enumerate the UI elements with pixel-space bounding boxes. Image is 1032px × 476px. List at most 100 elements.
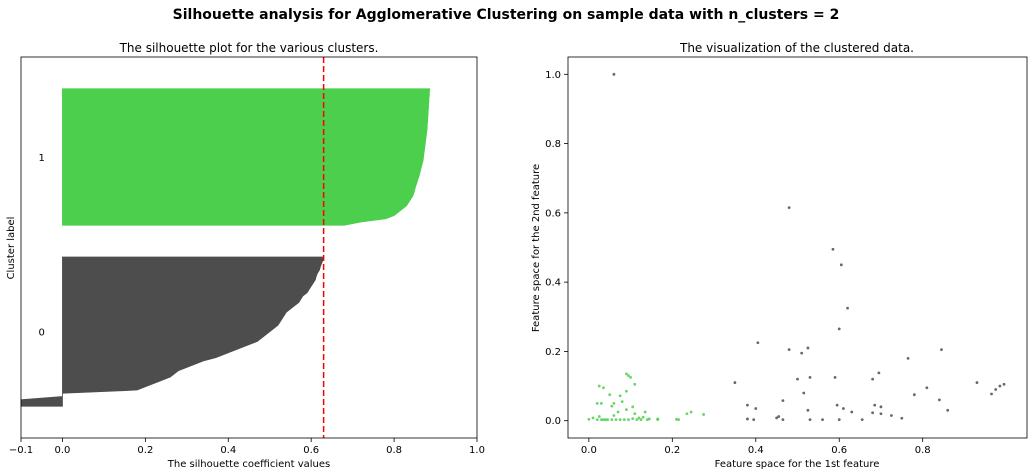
silhouette-x-tick-label: 1.0 [469,445,485,456]
scatter-y-tick-label: 0.0 [545,416,561,427]
scatter-point-cluster-1 [689,410,693,414]
scatter-panel: The visualization of the clustered data.… [531,41,1028,470]
scatter-point-cluster-0 [837,418,841,422]
scatter-point-cluster-0 [912,393,916,397]
scatter-point-cluster-1 [633,382,637,386]
scatter-point-cluster-1 [635,418,639,422]
silhouette-x-tick-label: 0.6 [303,445,319,456]
scatter-point-cluster-1 [612,414,616,417]
silhouette-marks [20,57,431,438]
figure-suptitle: Silhouette analysis for Agglomerative Cl… [173,7,840,23]
scatter-point-cluster-0 [796,377,799,381]
silhouette-cluster-label-1: 1 [39,153,45,164]
scatter-x-tick-label: 0.6 [831,445,847,456]
scatter-point-cluster-1 [633,412,637,416]
scatter-title: The visualization of the clustered data. [679,41,914,55]
scatter-point-cluster-1 [629,375,632,379]
silhouette-cluster-1-area [62,88,431,226]
scatter-point-cluster-1 [631,405,635,409]
scatter-x-axis-label: Feature space for the 1st feature [715,459,880,470]
scatter-point-cluster-0 [1002,382,1006,386]
scatter-point-cluster-0 [860,418,864,422]
scatter-point-cluster-0 [831,247,835,251]
scatter-point-cluster-1 [599,418,603,422]
scatter-x-ticks: 0.0 0.2 0.4 0.6 0.8 [581,438,931,456]
scatter-x-tick-label: 0.8 [915,445,931,456]
silhouette-cluster-label-0: 0 [39,328,45,339]
scatter-point-cluster-0 [906,356,910,360]
scatter-point-cluster-0 [889,414,893,417]
scatter-point-cluster-0 [837,327,841,331]
scatter-point-cluster-1 [625,372,628,376]
scatter-point-cluster-0 [821,418,824,422]
scatter-point-cluster-0 [746,417,749,421]
scatter-point-cluster-1 [645,418,649,422]
scatter-point-cluster-1 [627,418,630,422]
scatter-point-cluster-0 [781,418,785,422]
scatter-point-cluster-0 [839,263,843,267]
silhouette-cluster-labels: 01 [39,153,45,339]
scatter-point-cluster-1 [625,389,628,393]
scatter-point-cluster-0 [879,405,883,409]
scatter-point-cluster-0 [940,348,943,352]
scatter-point-cluster-0 [746,403,749,407]
scatter-y-tick-label: 0.4 [545,278,561,289]
silhouette-cluster-0-area [20,256,325,407]
scatter-point-cluster-0 [802,391,806,395]
scatter-point-cluster-1 [610,418,614,422]
silhouette-axes-frame [20,56,478,439]
scatter-point-cluster-0 [850,410,854,414]
scatter-point-cluster-1 [627,374,630,378]
scatter-y-tick-label: 0.8 [545,139,561,150]
scatter-point-cluster-1 [595,401,599,405]
scatter-point-cluster-1 [616,410,620,414]
scatter-point-cluster-0 [937,398,941,402]
scatter-point-cluster-0 [756,341,760,345]
scatter-point-cluster-1 [675,417,678,421]
scatter-point-cluster-0 [900,416,904,420]
scatter-point-cluster-1 [612,401,616,405]
scatter-point-cluster-0 [846,306,849,310]
scatter-point-cluster-1 [595,418,599,422]
scatter-point-cluster-0 [994,388,998,391]
scatter-point-cluster-0 [975,381,979,384]
scatter-point-cluster-1 [677,418,680,422]
scatter-point-cluster-1 [643,410,647,414]
scatter-x-tick-label: 0.0 [581,445,597,456]
silhouette-title: The silhouette plot for the various clus… [119,41,379,55]
scatter-point-cluster-0 [833,375,837,379]
scatter-point-cluster-0 [806,346,810,350]
scatter-point-cluster-0 [925,386,929,390]
silhouette-y-axis-label: Cluster label [6,217,17,280]
scatter-point-cluster-1 [602,386,605,390]
scatter-point-cluster-0 [873,403,877,407]
scatter-point-cluster-0 [835,403,839,407]
scatter-point-cluster-1 [604,418,607,422]
scatter-y-axis-label: Feature space for the 2nd feature [531,164,542,332]
scatter-x-tick-label: 0.4 [748,445,764,456]
scatter-point-cluster-0 [787,206,791,210]
scatter-point-cluster-1 [599,401,603,405]
scatter-point-cluster-1 [639,418,643,422]
scatter-point-cluster-1 [602,418,605,422]
scatter-point-cluster-0 [733,381,737,384]
scatter-point-cluster-1 [618,394,622,398]
scatter-point-cluster-0 [754,407,758,410]
scatter-point-cluster-0 [842,407,845,410]
scatter-point-cluster-1 [597,415,601,418]
scatter-point-cluster-1 [587,417,591,421]
silhouette-x-ticks: −0.1 0.0 0.2 0.4 0.6 0.8 1.0 [9,438,485,456]
scatter-y-ticks: 0.0 0.2 0.4 0.6 0.8 1.0 [545,70,568,427]
scatter-point-cluster-1 [622,418,626,422]
scatter-axes-frame [567,56,1028,439]
scatter-point-cluster-0 [777,415,781,418]
scatter-point-cluster-1 [610,404,614,408]
silhouette-panel: The silhouette plot for the various clus… [6,41,485,470]
scatter-point-cluster-1 [656,418,660,422]
scatter-point-cluster-0 [998,384,1002,388]
scatter-point-cluster-1 [606,418,610,422]
scatter-point-cluster-1 [618,418,622,422]
scatter-point-cluster-0 [800,351,804,355]
scatter-y-tick-label: 0.6 [545,208,561,219]
silhouette-x-tick-label: 0.0 [55,445,71,456]
